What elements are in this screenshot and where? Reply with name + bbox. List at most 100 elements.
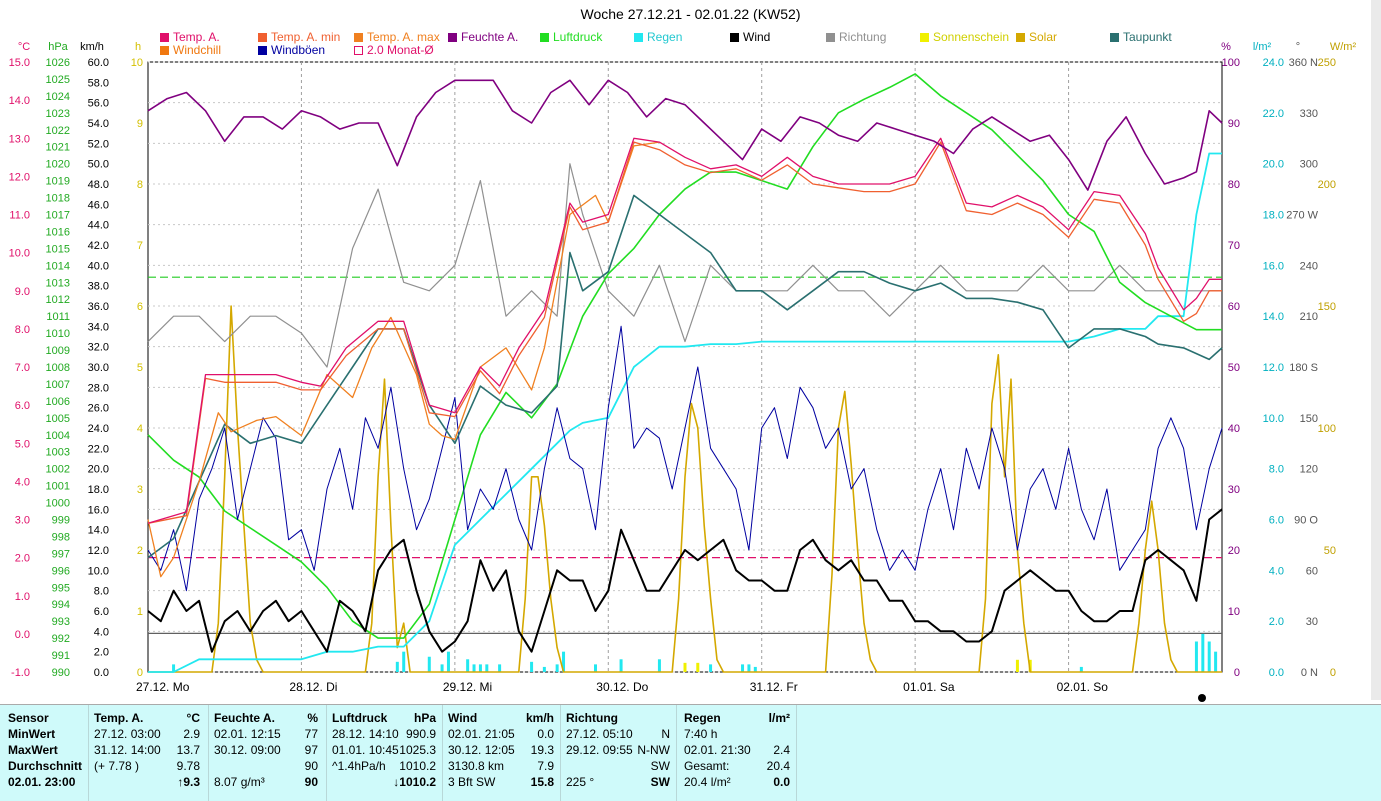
legend-label: Temp. A. max [367,30,440,44]
tick-label-humidity: 100 [1222,57,1240,69]
pressure-value: ↓1010.2 [393,775,436,789]
table-column-divider [442,705,443,801]
legend-item: Luftdruck [540,30,602,44]
header-temp-unit: °C [186,711,200,725]
bar [440,664,444,672]
tick-label-pressure: 996 [52,565,70,577]
tick-label-wind: 18.0 [88,484,109,496]
temp-time: (+ 7.78 ) [94,759,140,773]
temp-value: 2.9 [183,727,200,741]
direction-value: N-NW [637,743,670,757]
tick-label-humidity: 40 [1228,423,1240,435]
bar [696,662,700,672]
header-wind-unit: km/h [525,711,554,725]
bar [1214,651,1218,672]
tick-label-sun: 3 [137,484,143,496]
bar [402,651,406,672]
tick-label-pressure: 993 [52,616,70,628]
table-column-divider [208,705,209,801]
bar [485,664,489,672]
legend-item: Feuchte A. [448,30,518,44]
tick-label-humidity: 30 [1228,484,1240,496]
tick-label-sun: 5 [137,362,143,374]
legend-label: Luftdruck [553,30,603,44]
header-rain: Regen [684,711,721,725]
tick-label-rain: 4.0 [1269,565,1284,577]
axis-unit-direction: ° [1296,41,1300,53]
tick-label-temp: 9.0 [15,286,30,298]
x-tick-label: 29.12. Mi [443,680,492,694]
tick-label-direction: 360 N [1289,57,1318,69]
tick-label-humidity: 70 [1228,240,1240,252]
x-tick-label: 27.12. Mo [136,680,190,694]
legend-item: Wind [730,30,770,44]
tick-label-wind: 58.0 [88,77,109,89]
tick-label-wind: 42.0 [88,240,109,252]
bar [657,659,661,672]
bar [1079,666,1083,672]
legend-label: Taupunkt [1123,30,1172,44]
header-rain-unit: l/m² [768,711,790,725]
tick-label-wind: 34.0 [88,321,109,333]
tick-label-sun: 8 [137,179,143,191]
tick-label-pressure: 1022 [46,125,70,137]
tick-label-wind: 56.0 [88,98,109,110]
bar [1201,633,1205,672]
legend-swatch [258,46,267,55]
tick-label-solar: 200 [1318,179,1336,191]
tick-label-pressure: 1007 [46,379,70,391]
header-temp: Temp. A. [94,711,144,725]
direction-value: N [661,727,670,741]
tick-label-wind: 28.0 [88,382,109,394]
tick-label-solar: 100 [1318,423,1336,435]
tick-label-sun: 9 [137,118,143,130]
weather-chart: -1.00.01.02.03.04.05.06.07.08.09.010.011… [9,41,1356,702]
bar [172,664,176,672]
tick-label-temp: 4.0 [15,476,30,488]
tick-label-wind: 26.0 [88,403,109,415]
tick-label-direction: 300 [1300,159,1318,171]
tick-label-temp: 11.0 [9,210,30,222]
tick-label-wind: 40.0 [88,260,109,272]
plot-area [147,61,1223,673]
tick-label-solar: 250 [1318,57,1336,69]
legend-swatch [160,33,169,42]
header-humidity: Feuchte A. [214,711,275,725]
legend-swatch [540,33,549,42]
tick-label-pressure: 1024 [46,91,70,103]
temp-value: 13.7 [176,743,200,757]
x-tick-label: 31.12. Fr [750,680,798,694]
legend-swatch [730,33,739,42]
series-line [148,305,1222,673]
tick-label-rain: 20.0 [1263,159,1284,171]
tick-label-pressure: 1018 [46,193,70,205]
tick-label-wind: 52.0 [88,138,109,150]
tick-label-direction: 90 O [1294,515,1318,527]
tick-label-pressure: 991 [52,650,70,662]
header-sensor: Sensor [8,711,49,725]
direction-time: 27.12. 05:10 [566,727,633,741]
table-column-divider [88,705,89,801]
tick-label-rain: 18.0 [1263,210,1284,222]
axis-unit-rain: l/m² [1253,41,1272,53]
rain-label: Gesamt: [684,759,730,773]
temp-value: 9.78 [176,759,200,773]
tick-label-solar: 50 [1324,545,1336,557]
tick-label-pressure: 1023 [46,108,70,120]
tick-label-temp: 10.0 [9,248,30,260]
tick-label-solar: 150 [1318,301,1336,313]
series-line [147,508,1223,653]
rain-label: 7:40 h [684,727,718,741]
humidity-time: 02.01. 12:15 [214,727,281,741]
tick-label-wind: 6.0 [94,606,109,618]
tick-label-wind: 12.0 [88,545,109,557]
bar [466,659,470,672]
tick-label-rain: 16.0 [1263,260,1284,272]
legend-label: Regen [647,30,683,44]
table-column-divider [560,705,561,801]
legend-item: Windchill [160,43,221,57]
chart-title: Woche 27.12.21 - 02.01.22 (KW52) [580,6,801,22]
tick-label-pressure: 1026 [46,57,70,69]
legend-label: Feuchte A. [461,30,519,44]
legend-swatch [826,33,835,42]
